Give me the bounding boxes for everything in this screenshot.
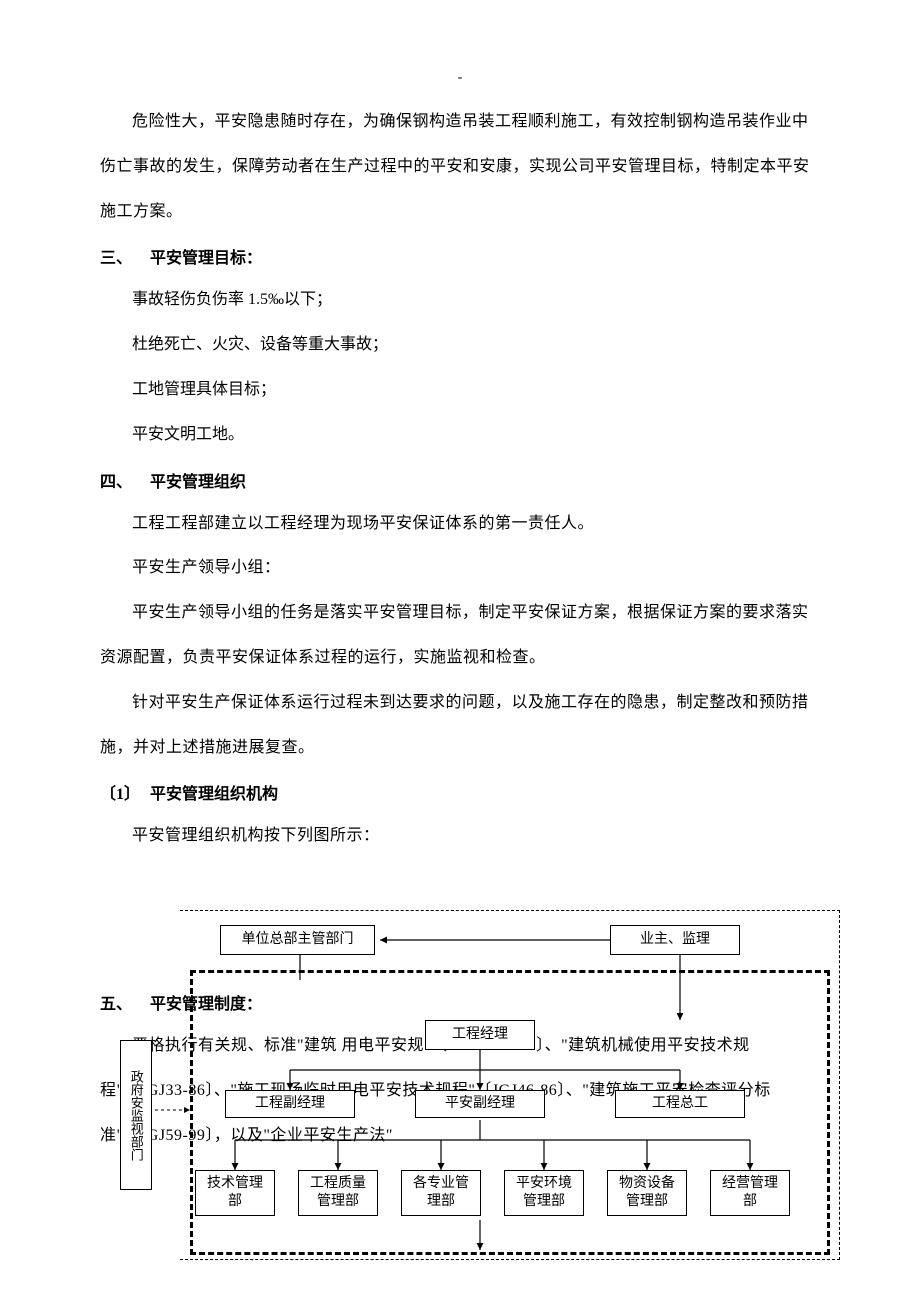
section-3-num: 三、	[100, 244, 150, 268]
node-specialty: 各专业管理部	[401, 1170, 481, 1216]
org-chart: 单位总部主管部门 业主、监理 工程经理 工程副经理 平安副经理 工程总工 技术管…	[120, 910, 840, 1270]
node-materials: 物资设备管理部	[607, 1170, 687, 1216]
s4-1-text: 平安管理组织机构按下列图所示：	[100, 814, 820, 859]
node-gov: 政府安监视部门	[120, 1040, 152, 1190]
s3-item-1: 杜绝死亡、火灾、设备等重大事故；	[100, 323, 820, 368]
section-4-title: 平安管理组织	[150, 468, 246, 492]
s4-para-0: 工程工程部建立以工程经理为现场平安保证体系的第一责任人。	[100, 502, 820, 547]
section-3-title: 平安管理目标：	[150, 244, 262, 268]
s3-item-2: 工地管理具体目标；	[100, 368, 820, 413]
s3-item-0: 事故轻伤负伤率 1.5‰以下；	[100, 278, 820, 323]
node-hq: 单位总部主管部门	[220, 925, 375, 955]
node-owner: 业主、监理	[610, 925, 740, 955]
section-3-heading: 三、 平安管理目标：	[100, 244, 820, 268]
node-chief-eng: 工程总工	[615, 1090, 745, 1118]
section-4-1-title: 平安管理组织机构	[150, 780, 278, 804]
intro-block: 危险性大，平安隐患随时存在，为确保钢构造吊装工程顺利施工，有效控制钢构造吊装作业…	[100, 100, 820, 234]
node-safety-env: 平安环境管理部	[504, 1170, 584, 1216]
s4-para-3: 针对平安生产保证体系运行过程未到达要求的问题，以及施工存在的隐患，制定整改和预防…	[100, 681, 820, 771]
node-pm: 工程经理	[425, 1020, 535, 1050]
node-quality: 工程质量管理部	[298, 1170, 378, 1216]
page-dash-mark: -	[458, 70, 463, 86]
s4-para-1: 平安生产领导小组：	[100, 546, 820, 591]
node-deputy-safety: 平安副经理	[415, 1090, 545, 1118]
s3-item-3: 平安文明工地。	[100, 413, 820, 458]
section-4-1-num: 〔1〕	[100, 780, 150, 804]
node-business: 经营管理部	[710, 1170, 790, 1216]
document-body: 危险性大，平安隐患随时存在，为确保钢构造吊装工程顺利施工，有效控制钢构造吊装作业…	[100, 100, 820, 859]
node-tech: 技术管理部	[195, 1170, 275, 1216]
intro-paragraph: 危险性大，平安隐患随时存在，为确保钢构造吊装工程顺利施工，有效控制钢构造吊装作业…	[100, 100, 820, 234]
section-4-num: 四、	[100, 468, 150, 492]
node-deputy-pm: 工程副经理	[225, 1090, 355, 1118]
section-4-1-heading: 〔1〕 平安管理组织机构	[100, 780, 820, 804]
section-4-heading: 四、 平安管理组织	[100, 468, 820, 492]
s4-para-2: 平安生产领导小组的任务是落实平安管理目标，制定平安保证方案，根据保证方案的要求落…	[100, 591, 820, 681]
